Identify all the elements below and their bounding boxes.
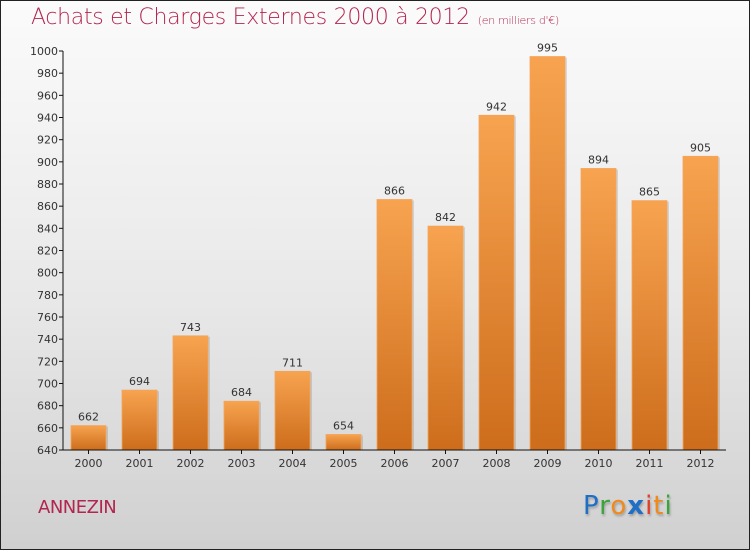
x-tick-label: 2002 [177, 457, 205, 470]
y-tick-label: 940 [37, 112, 58, 125]
data-label: 942 [486, 100, 507, 113]
y-tick-label: 680 [37, 400, 58, 413]
x-tick-label: 2011 [636, 457, 664, 470]
data-label: 684 [231, 386, 252, 399]
y-tick-label: 860 [37, 200, 58, 213]
y-tick-label: 960 [37, 89, 58, 102]
y-tick-label: 780 [37, 289, 58, 302]
bar [70, 425, 107, 451]
logo-letter: t [653, 491, 665, 521]
logo-letter: i [645, 491, 654, 521]
y-tick-label: 700 [37, 378, 58, 391]
y-tick-label: 820 [37, 245, 58, 258]
y-tick-label: 720 [37, 355, 58, 368]
x-tick-label: 2007 [432, 457, 460, 470]
bar [325, 434, 362, 451]
bar [121, 389, 158, 451]
bar [172, 335, 209, 451]
x-tick-label: 2003 [228, 457, 256, 470]
data-label: 866 [384, 185, 405, 198]
data-label: 694 [129, 375, 150, 388]
logo-letter: i [664, 491, 673, 521]
data-label: 711 [282, 356, 303, 369]
data-label: 662 [78, 411, 99, 424]
chart-subtitle: (en milliers d'€) [477, 14, 559, 27]
y-tick-label: 900 [37, 156, 58, 169]
title-text: Achats et Charges Externes 2000 à 2012 [31, 5, 470, 30]
x-tick-label: 2008 [483, 457, 511, 470]
bar [631, 200, 668, 451]
y-tick-label: 840 [37, 222, 58, 235]
y-tick-label: 880 [37, 178, 58, 191]
x-tick-label: 2006 [381, 457, 409, 470]
bar [376, 199, 413, 451]
town-name: ANNEZIN [38, 497, 117, 518]
bar [580, 168, 617, 451]
chart-title: Achats et Charges Externes 2000 à 2012 (e… [31, 5, 559, 30]
y-tick-label: 980 [37, 67, 58, 80]
data-label: 905 [690, 141, 711, 154]
x-tick-label: 2010 [585, 457, 613, 470]
bar [478, 114, 515, 451]
bar [223, 400, 260, 451]
data-label: 654 [333, 419, 354, 432]
y-tick-label: 800 [37, 267, 58, 280]
logo-letter: r [599, 491, 611, 521]
x-tick-label: 2009 [534, 457, 562, 470]
x-tick-label: 2004 [279, 457, 307, 470]
data-label: 894 [588, 153, 609, 166]
logo-letter: o [610, 491, 628, 521]
x-tick-label: 2001 [126, 457, 154, 470]
data-label: 842 [435, 211, 456, 224]
y-tick-label: 760 [37, 311, 58, 324]
bar [427, 225, 464, 451]
data-label: 743 [180, 321, 201, 334]
data-label: 865 [639, 186, 660, 199]
bar [682, 155, 719, 451]
y-tick-label: 1000 [30, 45, 58, 58]
x-tick-label: 2005 [330, 457, 358, 470]
y-tick-label: 740 [37, 333, 58, 346]
proxiti-logo[interactable]: Proxiti [583, 491, 673, 521]
data-label: 995 [537, 42, 558, 55]
x-tick-label: 2000 [75, 457, 103, 470]
x-tick-label: 2012 [687, 457, 715, 470]
bar [274, 370, 311, 451]
y-tick-label: 920 [37, 134, 58, 147]
logo-letter: x [627, 491, 646, 521]
y-tick-label: 660 [37, 422, 58, 435]
y-tick-label: 640 [37, 444, 58, 457]
bar [529, 56, 566, 451]
logo-letter: P [583, 491, 600, 521]
